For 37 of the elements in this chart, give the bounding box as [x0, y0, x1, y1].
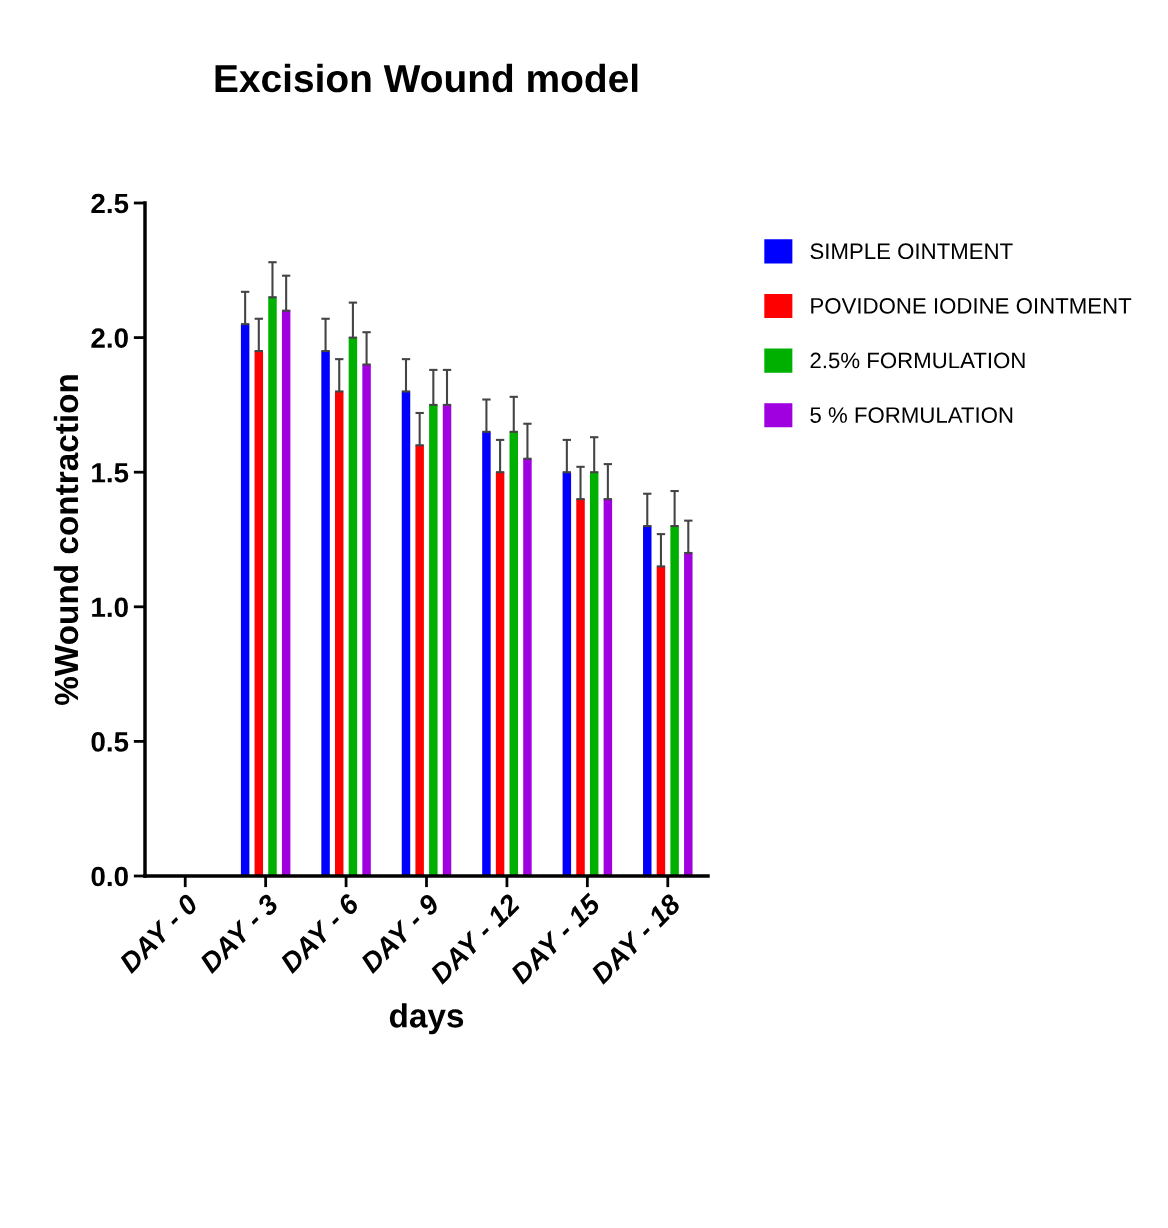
bar [670, 526, 679, 876]
legend-label: 5 % FORMULATION [810, 407, 1013, 423]
bar [401, 391, 411, 876]
y-tick-label: 2.5 [91, 193, 129, 214]
bar [281, 310, 291, 876]
y-axis-title: %Wound contraction [53, 375, 79, 706]
legend-label: SIMPLE OINTMENT [810, 243, 1013, 260]
y-tick-label: 1.0 [92, 597, 128, 618]
bar [482, 431, 491, 876]
bar [240, 324, 250, 876]
bar [509, 431, 518, 876]
bar [254, 351, 264, 876]
bar [562, 472, 572, 876]
bar [684, 552, 693, 876]
legend-label: 2.5% FORMULATION [810, 352, 1025, 369]
bar [589, 472, 599, 876]
legend-label: POVIDONE IODINE OINTMENT [811, 297, 1132, 314]
bar [656, 566, 666, 876]
y-tick-label: 0.5 [91, 732, 129, 752]
bar [495, 472, 505, 876]
x-axis-title: days [389, 1003, 464, 1035]
y-tick-label: 1.5 [92, 463, 129, 483]
bar [362, 364, 371, 876]
bar [321, 351, 330, 876]
chart-title: Excision Wound model [215, 63, 638, 93]
bar [603, 499, 613, 876]
bar [442, 404, 452, 876]
bar [643, 526, 652, 876]
bar [429, 404, 438, 876]
bar [415, 445, 424, 876]
bar [523, 458, 532, 876]
bar [335, 391, 344, 876]
bar [348, 337, 358, 876]
bar [576, 499, 585, 876]
y-tick-label: 0.0 [91, 866, 128, 887]
y-tick-label: 2.0 [91, 328, 128, 348]
bar [268, 297, 277, 876]
